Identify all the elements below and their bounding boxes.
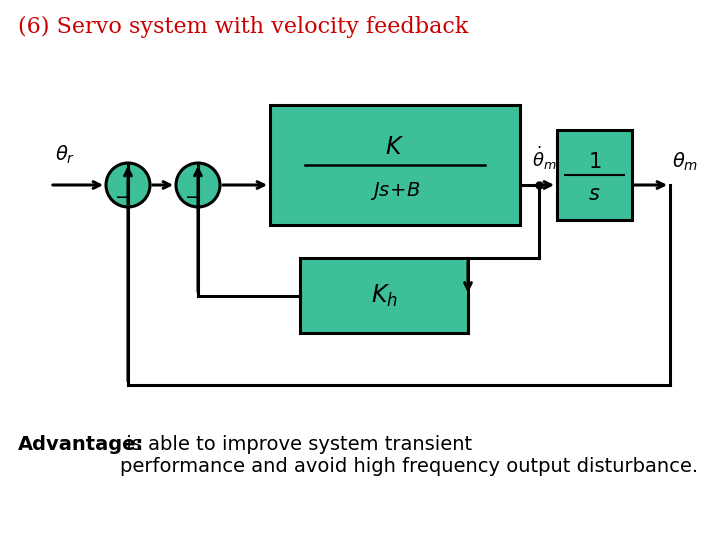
Bar xyxy=(270,105,520,225)
Ellipse shape xyxy=(176,163,220,207)
Text: $1$: $1$ xyxy=(588,152,601,172)
Text: (6) Servo system with velocity feedback: (6) Servo system with velocity feedback xyxy=(18,16,469,38)
Text: $\dot{\theta}_m$: $\dot{\theta}_m$ xyxy=(531,144,557,172)
Text: $K$: $K$ xyxy=(385,136,405,159)
Ellipse shape xyxy=(106,163,150,207)
Text: $Js\!+\!B$: $Js\!+\!B$ xyxy=(369,180,420,202)
Bar xyxy=(300,258,468,333)
Text: $K_h$: $K_h$ xyxy=(371,282,397,308)
Text: $-$: $-$ xyxy=(184,186,200,205)
Text: Advantage:: Advantage: xyxy=(18,435,144,454)
Bar xyxy=(557,130,632,220)
Text: is able to improve system transient
performance and avoid high frequency output : is able to improve system transient perf… xyxy=(120,435,698,476)
Text: $-$: $-$ xyxy=(114,186,130,205)
Text: $\theta_r$: $\theta_r$ xyxy=(55,144,75,166)
Text: $s$: $s$ xyxy=(588,185,600,204)
Text: $\theta_m$: $\theta_m$ xyxy=(672,151,698,173)
